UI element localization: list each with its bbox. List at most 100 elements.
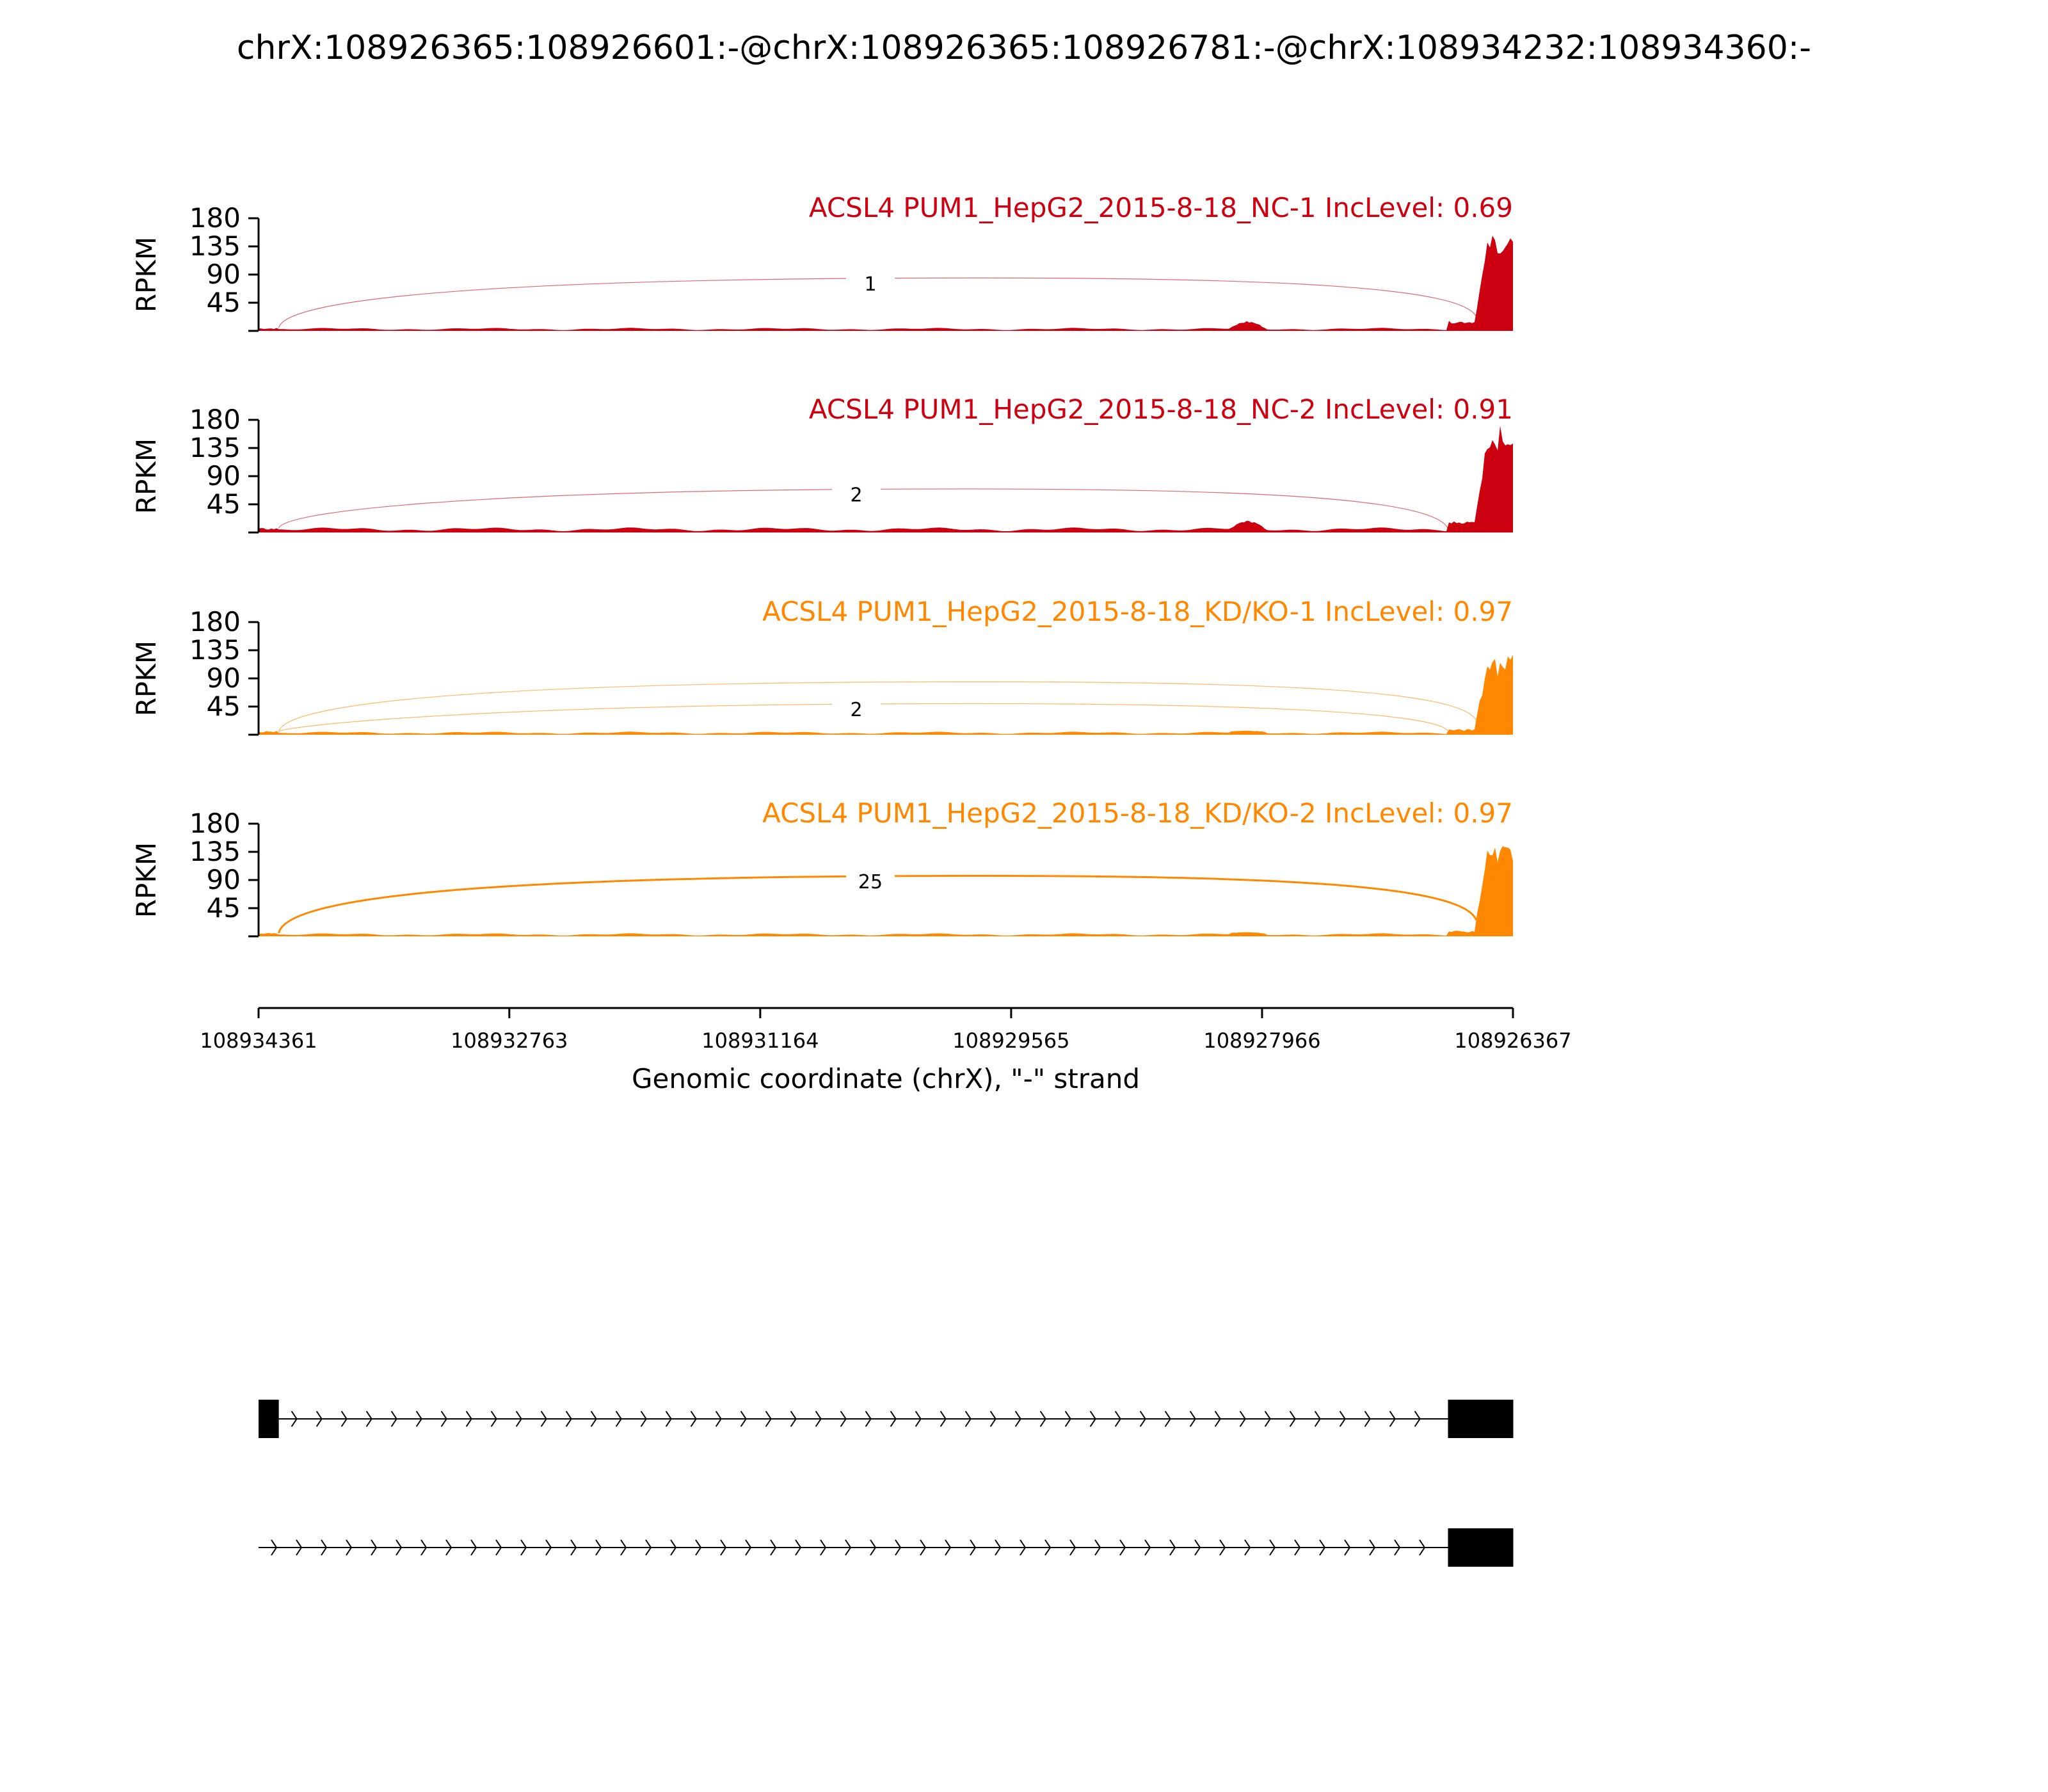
strand-arrow-icon bbox=[870, 1539, 877, 1556]
strand-arrow-icon bbox=[970, 1539, 977, 1556]
strand-arrow-icon bbox=[840, 1411, 847, 1427]
junction-count-bg bbox=[846, 867, 895, 893]
strand-arrow-icon bbox=[690, 1411, 697, 1427]
strand-arrow-icon bbox=[1194, 1539, 1201, 1556]
x-tick-label: 108932763 bbox=[451, 1028, 568, 1053]
coverage-area bbox=[259, 655, 1513, 735]
strand-arrow-icon bbox=[420, 1539, 428, 1556]
strand-arrow-icon bbox=[845, 1539, 852, 1556]
strand-arrow-icon bbox=[1164, 1411, 1171, 1427]
strand-arrow-icon bbox=[1364, 1411, 1371, 1427]
junction-count-label: 1 bbox=[864, 273, 876, 296]
junction-count-label: 2 bbox=[850, 484, 862, 506]
junction-count-bg bbox=[832, 480, 881, 506]
exon-block bbox=[1448, 1528, 1514, 1567]
y-tick-label: 45 bbox=[207, 287, 241, 318]
strand-arrow-icon bbox=[915, 1411, 922, 1427]
junction-count-bg bbox=[832, 695, 881, 721]
track-title: ACSL4 PUM1_HepG2_2015-8-18_KD/KO-1 IncLe… bbox=[762, 596, 1513, 627]
y-tick-label: 135 bbox=[189, 634, 241, 666]
strand-arrow-icon bbox=[795, 1539, 802, 1556]
y-axis-label: RPKM bbox=[131, 237, 162, 312]
track-title: ACSL4 PUM1_HepG2_2015-8-18_KD/KO-2 IncLe… bbox=[762, 797, 1513, 829]
track-title: ACSL4 PUM1_HepG2_2015-8-18_NC-2 IncLevel… bbox=[809, 394, 1513, 425]
strand-arrow-icon bbox=[989, 1411, 996, 1427]
y-tick-label: 90 bbox=[207, 662, 241, 694]
strand-arrow-icon bbox=[1044, 1539, 1052, 1556]
y-tick-label: 135 bbox=[189, 432, 241, 463]
junction-arc bbox=[278, 681, 1477, 732]
strand-arrow-icon bbox=[695, 1539, 702, 1556]
y-tick-label: 180 bbox=[189, 202, 241, 234]
strand-arrow-icon bbox=[615, 1411, 622, 1427]
y-tick-label: 90 bbox=[207, 864, 241, 895]
strand-arrow-icon bbox=[865, 1411, 872, 1427]
strand-arrow-icon bbox=[1064, 1411, 1071, 1427]
junction-count-label: 2 bbox=[850, 699, 862, 721]
strand-arrow-icon bbox=[1169, 1539, 1176, 1556]
strand-arrow-icon bbox=[1239, 1411, 1246, 1427]
y-tick-label: 90 bbox=[207, 259, 241, 290]
strand-arrow-icon bbox=[296, 1539, 303, 1556]
strand-arrow-icon bbox=[520, 1539, 527, 1556]
track-title: ACSL4 PUM1_HepG2_2015-8-18_NC-1 IncLevel… bbox=[809, 192, 1513, 223]
y-axis-label: RPKM bbox=[131, 842, 162, 918]
strand-arrow-icon bbox=[495, 1539, 502, 1556]
strand-arrow-icon bbox=[1264, 1411, 1271, 1427]
x-axis: Genomic coordinate (chrX), "-" strand 10… bbox=[200, 1007, 1572, 1094]
y-tick-label: 180 bbox=[189, 404, 241, 435]
strand-arrow-icon bbox=[1094, 1539, 1101, 1556]
x-axis-label: Genomic coordinate (chrX), "-" strand bbox=[632, 1063, 1140, 1094]
strand-arrow-icon bbox=[1289, 1411, 1296, 1427]
y-tick-label: 135 bbox=[189, 836, 241, 867]
strand-arrow-icon bbox=[670, 1539, 677, 1556]
figure-title: chrX:108926365:108926601:-@chrX:10892636… bbox=[237, 29, 1811, 67]
strand-arrow-icon bbox=[316, 1411, 323, 1427]
strand-arrow-icon bbox=[470, 1539, 477, 1556]
strand-arrow-icon bbox=[465, 1411, 472, 1427]
strand-arrow-icon bbox=[590, 1411, 597, 1427]
strand-arrow-icon bbox=[720, 1539, 727, 1556]
x-tick-label: 108926367 bbox=[1454, 1028, 1571, 1053]
strand-arrow-icon bbox=[964, 1411, 972, 1427]
strand-arrow-icon bbox=[1214, 1411, 1221, 1427]
y-tick-label: 45 bbox=[207, 691, 241, 722]
strand-arrow-icon bbox=[740, 1411, 747, 1427]
y-axis-label: RPKM bbox=[131, 438, 162, 514]
strand-arrow-icon bbox=[1294, 1539, 1301, 1556]
x-tick-label: 108929565 bbox=[952, 1028, 1069, 1053]
y-tick-label: 135 bbox=[189, 230, 241, 262]
strand-arrow-icon bbox=[945, 1539, 952, 1556]
junction-count-label: 25 bbox=[858, 871, 883, 893]
y-tick-label: 45 bbox=[207, 892, 241, 924]
strand-arrow-icon bbox=[895, 1539, 902, 1556]
strand-arrow-icon bbox=[1139, 1411, 1146, 1427]
strand-arrow-icon bbox=[765, 1411, 772, 1427]
y-tick-label: 90 bbox=[207, 460, 241, 492]
strand-arrow-icon bbox=[940, 1411, 947, 1427]
junction-count-bg bbox=[846, 269, 895, 295]
strand-arrow-icon bbox=[321, 1539, 328, 1556]
strand-arrow-icon bbox=[890, 1411, 897, 1427]
strand-arrow-icon bbox=[1344, 1539, 1351, 1556]
strand-arrow-icon bbox=[440, 1411, 447, 1427]
strand-arrow-icon bbox=[1394, 1539, 1401, 1556]
strand-arrow-icon bbox=[415, 1411, 422, 1427]
strand-arrow-icon bbox=[645, 1539, 652, 1556]
y-axis-label: RPKM bbox=[131, 641, 162, 716]
strand-arrow-icon bbox=[1369, 1539, 1376, 1556]
exon-block bbox=[1448, 1400, 1514, 1438]
strand-arrow-icon bbox=[1314, 1411, 1321, 1427]
strand-arrow-icon bbox=[1414, 1411, 1421, 1427]
strand-arrow-icon bbox=[1269, 1539, 1276, 1556]
strand-arrow-icon bbox=[665, 1411, 672, 1427]
strand-arrow-icon bbox=[1319, 1539, 1326, 1556]
strand-arrow-icon bbox=[1119, 1539, 1126, 1556]
strand-arrow-icon bbox=[540, 1411, 547, 1427]
strand-arrow-icon bbox=[396, 1539, 403, 1556]
strand-arrow-icon bbox=[820, 1539, 827, 1556]
strand-arrow-icon bbox=[365, 1411, 372, 1427]
